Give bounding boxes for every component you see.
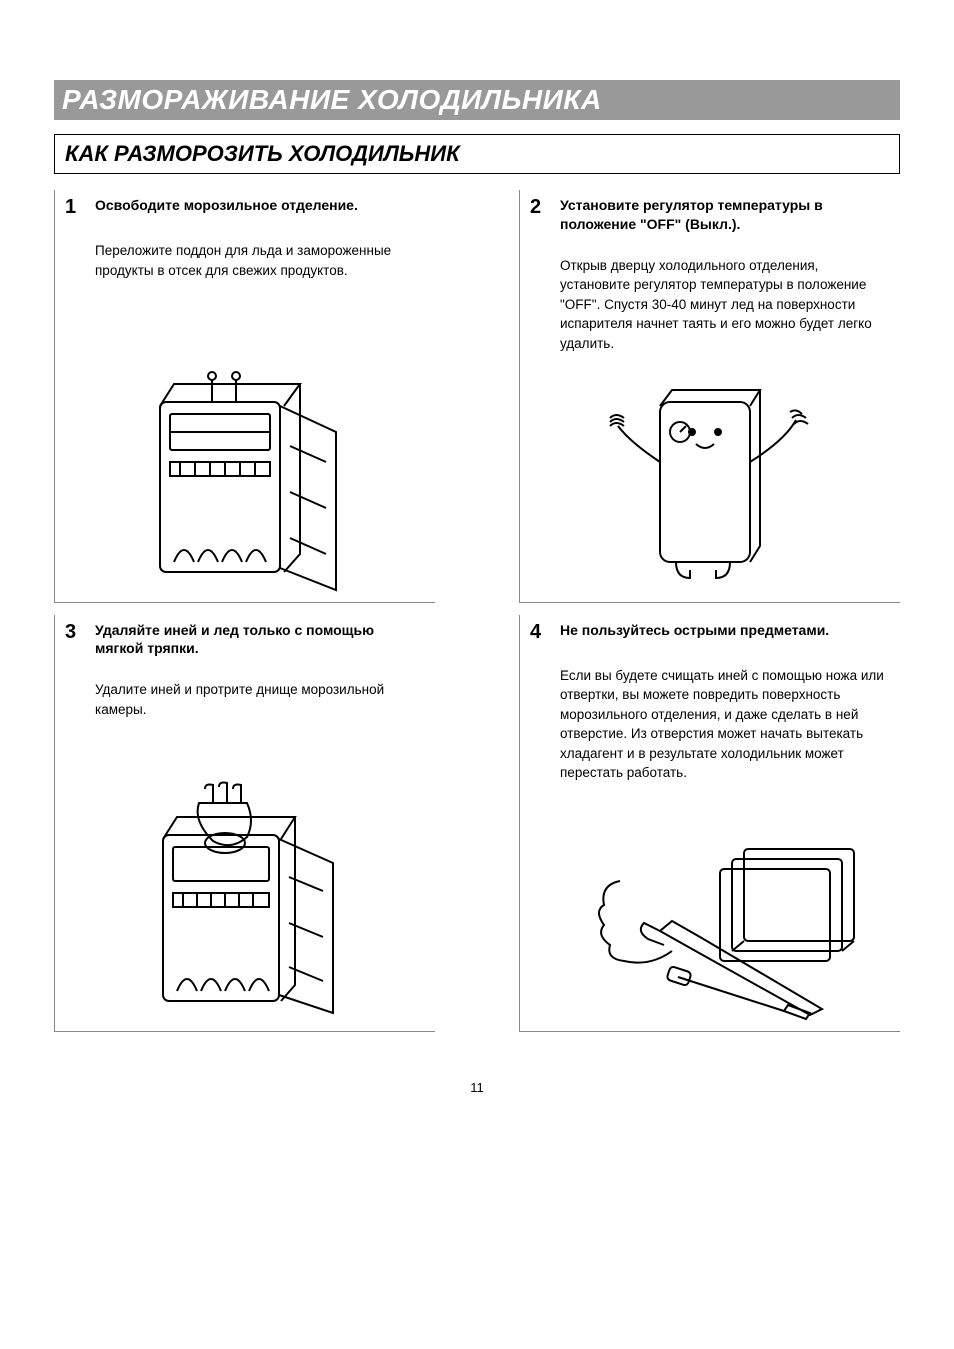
- step-title: Освободите морозильное отделение.: [95, 196, 358, 215]
- illustration-fridge-open: [65, 298, 425, 591]
- illustration-fridge-wipe: [65, 738, 425, 1021]
- step-head: 1 Освободите морозильное отделение.: [65, 196, 425, 219]
- main-title: РАЗМОРАЖИВАНИЕ ХОЛОДИЛЬНИКА: [62, 84, 602, 115]
- step-box-1: 1 Освободите морозильное отделение. Пере…: [54, 190, 435, 603]
- illustration-knife-warning: [530, 801, 890, 1021]
- step-number: 4: [530, 621, 546, 644]
- step-box-4: 4 Не пользуйтесь острыми предметами. Есл…: [519, 615, 900, 1032]
- step-head: 4 Не пользуйтесь острыми предметами.: [530, 621, 890, 644]
- page-number: 11: [54, 1080, 900, 1095]
- illustration-fridge-character: [530, 372, 890, 592]
- steps-grid: 1 Освободите морозильное отделение. Пере…: [54, 190, 900, 1032]
- step-body: Удалите иней и протрите днище морозильно…: [95, 680, 425, 719]
- sub-title-box: КАК РАЗМОРОЗИТЬ ХОЛОДИЛЬНИК: [54, 134, 900, 174]
- step-body: Если вы будете счищать иней с помощью но…: [560, 666, 890, 783]
- step-box-3: 3 Удаляйте иней и лед только с помощью м…: [54, 615, 435, 1032]
- step-number: 2: [530, 196, 546, 219]
- sub-title: КАК РАЗМОРОЗИТЬ ХОЛОДИЛЬНИК: [65, 141, 460, 166]
- step-title: Установите регулятор температуры в полож…: [560, 196, 890, 234]
- step-head: 2 Установите регулятор температуры в пол…: [530, 196, 890, 234]
- step-number: 3: [65, 621, 81, 644]
- step-body: Открыв дверцу холодильного отделения, ус…: [560, 256, 890, 354]
- step-title: Не пользуйтесь острыми предметами.: [560, 621, 829, 640]
- main-title-bar: РАЗМОРАЖИВАНИЕ ХОЛОДИЛЬНИКА: [54, 80, 900, 120]
- step-number: 1: [65, 196, 81, 219]
- step-head: 3 Удаляйте иней и лед только с помощью м…: [65, 621, 425, 659]
- step-title: Удаляйте иней и лед только с помощью мяг…: [95, 621, 425, 659]
- step-box-2: 2 Установите регулятор температуры в пол…: [519, 190, 900, 603]
- step-body: Переложите поддон для льда и замороженны…: [95, 241, 425, 280]
